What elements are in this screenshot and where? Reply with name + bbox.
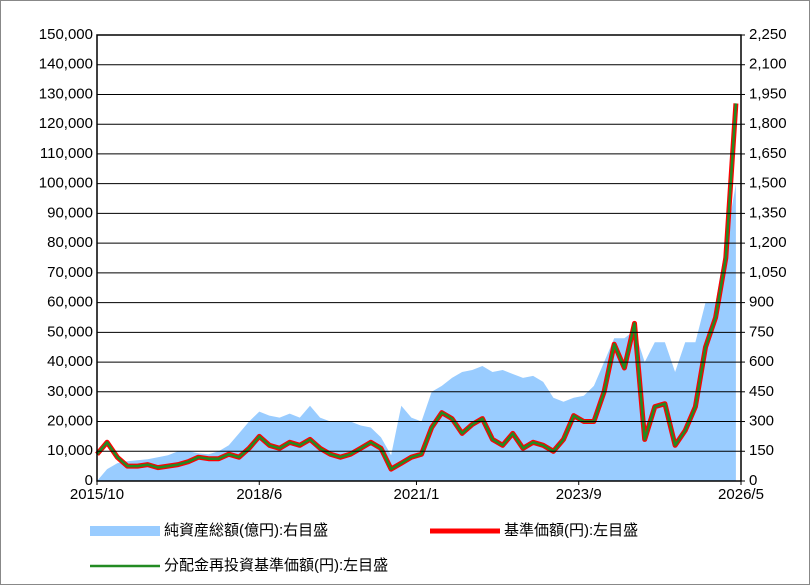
y2-tick-label: 300: [749, 413, 774, 430]
y-tick-label: 70,000: [47, 264, 93, 281]
x-tick-label: 2018/6: [236, 486, 282, 503]
x-tick-label: 2023/9: [556, 486, 602, 503]
y-tick-label: 140,000: [39, 56, 93, 73]
legend-label: 基準価額(円):左目盛: [504, 522, 638, 539]
y-tick-label: 80,000: [47, 234, 93, 251]
y-tick-label: 60,000: [47, 294, 93, 311]
y2-tick-label: 900: [749, 294, 774, 311]
y2-tick-label: 750: [749, 323, 774, 340]
legend-label: 分配金再投資基準価額(円):左目盛: [164, 557, 388, 574]
y2-tick-label: 450: [749, 383, 774, 400]
y2-tick-label: 2,250: [749, 26, 787, 43]
y-tick-label: 150,000: [39, 26, 93, 43]
y-tick-label: 130,000: [39, 85, 93, 102]
y2-tick-label: 1,350: [749, 204, 787, 221]
y-tick-label: 110,000: [40, 145, 93, 162]
y2-tick-label: 150: [749, 442, 774, 459]
x-tick-label: 2026/5: [718, 486, 764, 503]
y-tick-label: 10,000: [47, 442, 93, 459]
y-tick-label: 100,000: [39, 175, 93, 192]
y-tick-label: 40,000: [47, 353, 93, 370]
line: [96, 103, 738, 471]
y-tick-label: 30,000: [47, 383, 93, 400]
legend-swatch: [90, 526, 160, 536]
plot-frame: [96, 34, 742, 482]
y-tick-label: 120,000: [39, 115, 93, 132]
y-tick-label: 20,000: [47, 413, 93, 430]
y2-tick-label: 1,650: [749, 145, 787, 162]
y2-tick-label: 600: [749, 353, 774, 370]
y2-tick-label: 1,500: [749, 175, 787, 192]
x-tick-label: 2015/10: [70, 486, 124, 503]
y-tick-label: 0: [85, 472, 93, 489]
y2-tick-label: 0: [749, 472, 757, 489]
area: [97, 183, 736, 481]
y2-tick-label: 1,200: [749, 234, 787, 251]
y2-tick-label: 1,950: [749, 85, 787, 102]
y2-tick-label: 1,050: [749, 264, 787, 281]
y-tick-label: 90,000: [47, 204, 93, 221]
y2-tick-label: 1,800: [749, 115, 787, 132]
y2-tick-label: 2,100: [749, 56, 787, 73]
x-tick-label: 2021/1: [394, 486, 440, 503]
legend-label: 純資産総額(億円):右目盛: [164, 522, 328, 539]
y-tick-label: 50,000: [47, 323, 93, 340]
